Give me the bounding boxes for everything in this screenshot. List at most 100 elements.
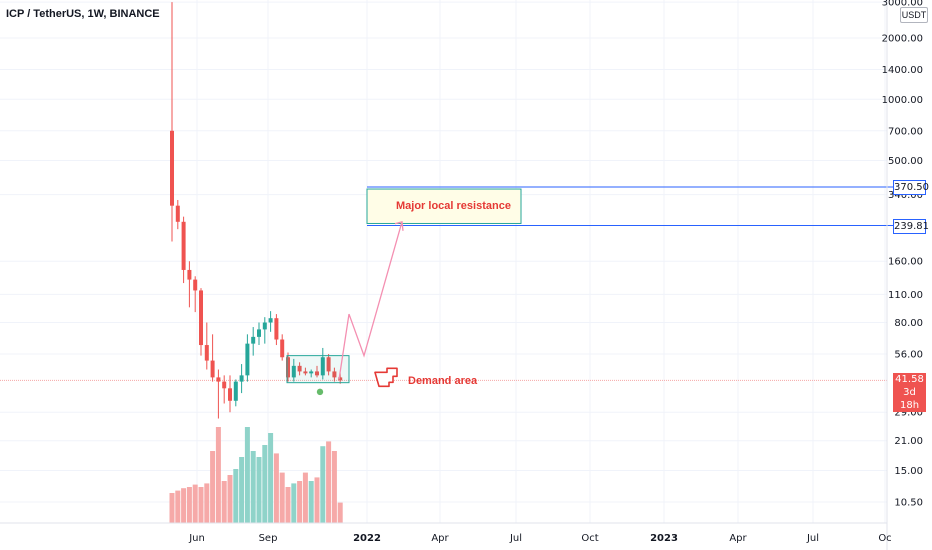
candle-body [187, 269, 192, 280]
volume-bar [285, 487, 291, 523]
x-axis-label: Jul [509, 533, 522, 544]
volume-bar [308, 481, 314, 523]
volume-bar [268, 433, 274, 523]
volume-bar [256, 457, 262, 523]
volume-bar [181, 488, 187, 523]
y-axis-label: 1000.00 [882, 95, 923, 106]
volume-bar [233, 469, 239, 523]
candle-body [315, 371, 319, 376]
projection-arrow [338, 221, 403, 380]
volume-bar [320, 446, 326, 523]
candle-body [222, 381, 227, 389]
candle-body [257, 329, 261, 337]
demand-annotation: Demand area [408, 375, 478, 387]
candle-body [309, 371, 314, 374]
candle-body [320, 357, 325, 376]
candle-body [297, 365, 302, 372]
x-axis-label: Apr [431, 533, 449, 544]
candle-body [175, 205, 180, 222]
x-axis-label: 2023 [650, 533, 678, 544]
chart-header-title: ICP / TetherUS, 1W, BINANCE [6, 8, 160, 20]
resistance-low-tag: 239.81 [893, 219, 929, 234]
candle-body [181, 221, 186, 270]
resistance-high-tag: 370.50 [893, 180, 929, 195]
volume-bar [250, 451, 256, 523]
volume-bar [204, 483, 210, 523]
y-axis-label: 56.00 [894, 350, 923, 361]
y-axis-label: 15.00 [894, 466, 923, 477]
candle-body [193, 279, 198, 291]
drawings[interactable] [286, 188, 522, 396]
candle-body [291, 365, 296, 378]
candle-body [303, 371, 308, 374]
volume-bar [215, 427, 221, 523]
price-levels [0, 186, 893, 381]
volume-bars [169, 427, 343, 523]
volume-bar [326, 441, 332, 523]
x-axis-label: Jul [806, 533, 819, 544]
candle-body [228, 388, 232, 401]
volume-bar [273, 453, 279, 523]
volume-bar [291, 483, 297, 523]
volume-bar [314, 477, 320, 523]
candle-body [262, 322, 267, 330]
last-price-tag: 41.58 [893, 373, 926, 386]
y-axis-label: 160.00 [888, 257, 923, 268]
volume-bar [227, 475, 233, 523]
candle-body [326, 357, 331, 372]
volume-bar [192, 484, 198, 523]
candle-body [274, 318, 279, 340]
pointing-hand-icon [374, 367, 398, 388]
y-axis-label: 21.00 [894, 436, 923, 447]
candles [170, 2, 343, 419]
grid [0, 0, 887, 523]
volume-bar [331, 451, 337, 523]
candle-body [338, 377, 343, 381]
resistance-label-box [366, 188, 522, 224]
candle-body [251, 336, 256, 344]
volume-bar [262, 445, 268, 523]
candle-body [204, 345, 209, 361]
x-axis-label: Oc [878, 533, 891, 544]
candle-body [239, 375, 244, 382]
volume-bar [210, 451, 216, 523]
bar-countdown-tag: 3d 18h [893, 386, 926, 412]
volume-bar [302, 472, 308, 523]
candle-body [332, 371, 337, 378]
candle-body [280, 339, 285, 358]
candle-body [286, 357, 290, 378]
volume-bar [169, 493, 175, 523]
candle-body [233, 381, 238, 401]
x-axis-label: Sep [259, 533, 278, 544]
signal-dot [316, 388, 324, 396]
scale-currency-badge[interactable]: USDT [900, 7, 928, 23]
y-axis-label: 10.50 [894, 498, 923, 509]
candle-body [199, 290, 203, 346]
y-axis-label: 3000.00 [882, 0, 923, 9]
candle-body [268, 318, 273, 323]
y-axis-label: 110.00 [888, 290, 923, 301]
arrow-head [394, 220, 404, 231]
candle-body [245, 343, 250, 376]
y-axis-label: 500.00 [888, 156, 923, 167]
volume-bar [337, 502, 343, 523]
x-axis-label: 2022 [353, 533, 381, 544]
y-axis-label: 80.00 [894, 318, 923, 329]
resistance-annotation: Major local resistance [396, 200, 511, 212]
y-axis-label: 29.00 [894, 408, 923, 419]
y-axis-label: 1400.00 [882, 65, 923, 76]
x-axis-label: Jun [188, 533, 205, 544]
y-axis-label: 2000.00 [882, 34, 923, 45]
volume-bar [175, 490, 181, 523]
candle-body [216, 377, 221, 382]
volume-bar [221, 481, 227, 523]
volume-bar [186, 487, 192, 523]
y-axis-label: 340.00 [888, 190, 923, 201]
volume-bar [279, 472, 285, 523]
candle-body [210, 360, 215, 378]
x-axis-label: Apr [729, 533, 747, 544]
volume-bar [297, 481, 303, 523]
